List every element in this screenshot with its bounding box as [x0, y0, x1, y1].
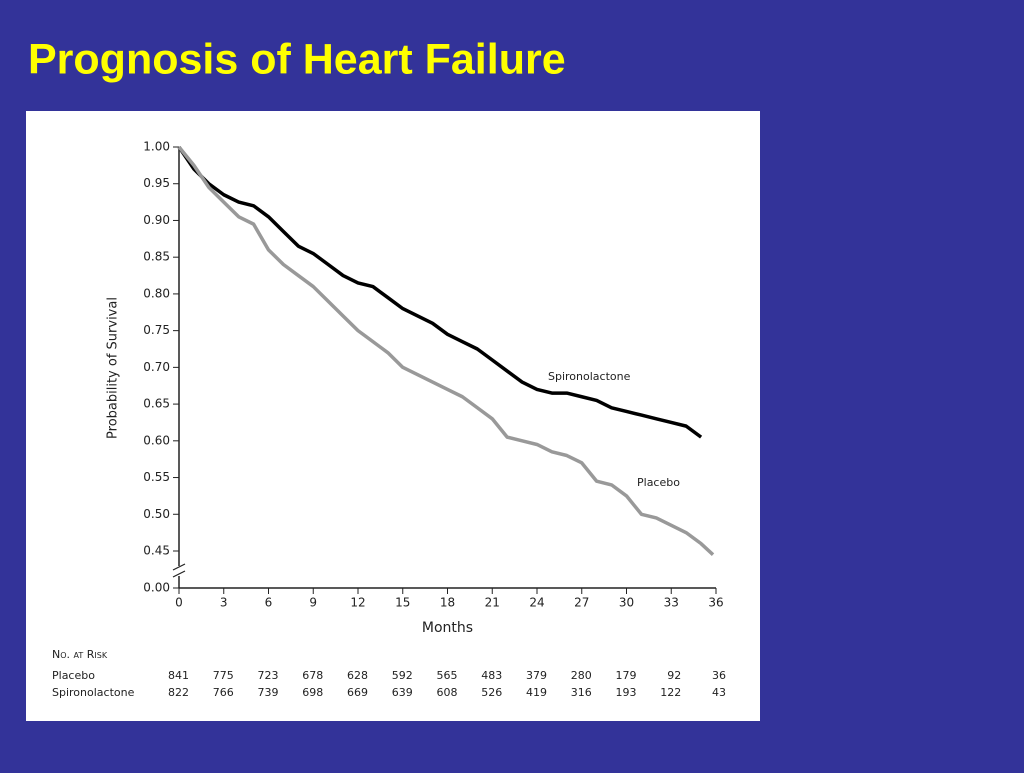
y-tick-label: 0.85 — [143, 250, 170, 264]
chart: 0.45 0.50 0.55 0.60 0.65 0.70 0.75 0.80 0.85 0.90… — [52, 140, 726, 700]
risk-value: 280 — [571, 669, 592, 682]
y-tick-label: 1.00 — [143, 140, 170, 154]
risk-value: 841 — [168, 669, 189, 682]
x-tick-label: 27 — [574, 596, 589, 610]
survival-curve — [177, 146, 703, 439]
x-tick-label: 18 — [440, 596, 455, 610]
risk-value: 179 — [616, 669, 637, 682]
x-tick-label: 36 — [708, 596, 723, 610]
y-tick-label: 0.65 — [143, 397, 170, 411]
risk-value: 483 — [481, 669, 502, 682]
series-label: Placebo — [637, 476, 680, 489]
y-tick-label: 0.75 — [143, 323, 170, 337]
risk-value: 565 — [437, 669, 458, 682]
y-tick-label: 0.45 — [143, 544, 170, 558]
risk-value: 92 — [667, 669, 681, 682]
risk-value: 43 — [712, 686, 726, 699]
x-tick-label: 3 — [220, 596, 228, 610]
x-tick-label: 12 — [350, 596, 365, 610]
risk-value: 775 — [213, 669, 234, 682]
risk-value: 698 — [302, 686, 323, 699]
risk-value: 193 — [616, 686, 637, 699]
risk-value: 822 — [168, 686, 189, 699]
risk-value: 36 — [712, 669, 726, 682]
risk-value: 316 — [571, 686, 592, 699]
x-tick-label: 33 — [664, 596, 679, 610]
risk-row-name: Spironolactone — [52, 686, 135, 699]
y-tick-label: 0.80 — [143, 286, 170, 300]
risk-value: 766 — [213, 686, 234, 699]
risk-value: 678 — [302, 669, 323, 682]
risk-value: 526 — [481, 686, 502, 699]
risk-value: 639 — [392, 686, 413, 699]
risk-value: 122 — [660, 686, 681, 699]
risk-value: 592 — [392, 669, 413, 682]
risk-value: 608 — [437, 686, 458, 699]
survival-curve — [177, 145, 715, 556]
risk-table-title: No. at Risk — [52, 648, 108, 661]
y-tick-label: 0.00 — [143, 581, 170, 595]
risk-value: 739 — [258, 686, 279, 699]
y-tick-label: 0.60 — [143, 433, 170, 447]
slide-title: Prognosis of Heart Failure — [28, 35, 566, 83]
y-tick-label: 0.90 — [143, 213, 170, 227]
x-tick-label: 30 — [619, 596, 634, 610]
axis-break — [172, 570, 186, 578]
x-tick-label: 15 — [395, 596, 410, 610]
y-axis-label: Probability of Survival — [106, 297, 121, 439]
chart-panel — [26, 111, 760, 721]
x-tick-label: 24 — [529, 596, 544, 610]
risk-value: 628 — [347, 669, 368, 682]
risk-value: 379 — [526, 669, 547, 682]
x-tick-label: 6 — [265, 596, 273, 610]
x-axis-label: Months — [422, 620, 473, 636]
y-tick-label: 0.95 — [143, 176, 170, 190]
x-tick-label: 9 — [309, 596, 317, 610]
y-tick-label: 0.70 — [143, 360, 170, 374]
x-tick-label: 21 — [485, 596, 500, 610]
series-label: Spironolactone — [548, 370, 631, 383]
risk-row-name: Placebo — [52, 669, 95, 682]
y-tick-label: 0.55 — [143, 470, 170, 484]
risk-value: 723 — [258, 669, 279, 682]
risk-value: 419 — [526, 686, 547, 699]
x-tick-label: 0 — [175, 596, 183, 610]
y-tick-label: 0.50 — [143, 507, 170, 521]
risk-value: 669 — [347, 686, 368, 699]
axis-break — [172, 563, 186, 571]
